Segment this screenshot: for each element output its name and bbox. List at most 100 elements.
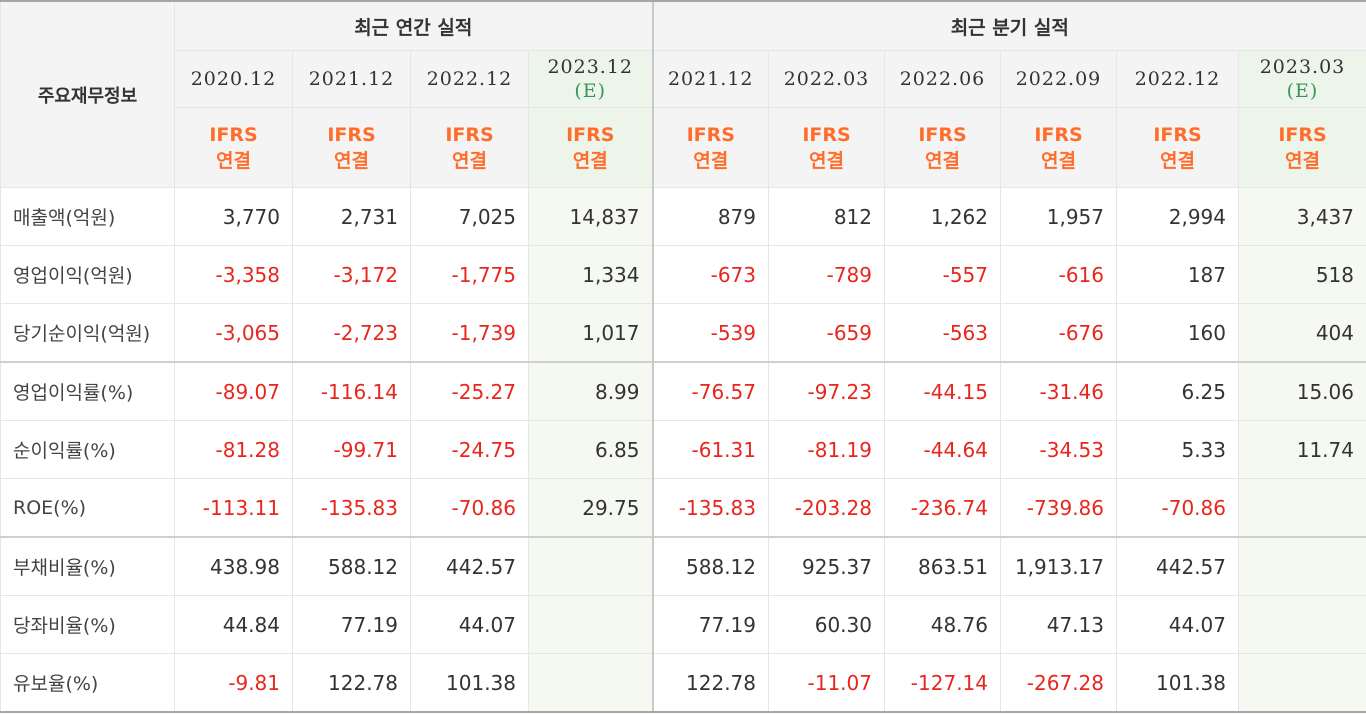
- consolidated-label: 연결: [693, 149, 729, 172]
- table-row: 순이익률(%) -81.28 -99.71 -24.75 6.85 -61.31 -81.1…: [0, 420, 1366, 479]
- value-cell: 101.38: [1116, 653, 1239, 713]
- period-date: 2022.12: [1134, 68, 1221, 90]
- value-cell: 588.12: [292, 536, 411, 596]
- value-cell: -563: [884, 303, 1001, 363]
- value-cell: 1,957: [1000, 187, 1117, 246]
- consolidated-label: 연결: [809, 149, 844, 172]
- value-cell: 3,770: [174, 187, 293, 246]
- value-cell: -113.11: [174, 478, 293, 538]
- value-cell: -81.28: [174, 420, 293, 479]
- consolidated-label: 연결: [452, 149, 487, 172]
- consolidated-label: 연결: [216, 149, 251, 172]
- ifrs-consolidated-label: IFRS 연결: [1000, 107, 1117, 188]
- ifrs-consolidated-label: IFRS 연결: [292, 107, 411, 188]
- value-cell: 7,025: [410, 187, 529, 246]
- value-cell: 438.98: [174, 536, 293, 596]
- table-row: 영업이익(억원) -3,358 -3,172 -1,775 1,334 -673 -789-…: [0, 245, 1366, 304]
- period-header: 2023.12 (E): [528, 50, 653, 108]
- value-cell: 518: [1238, 245, 1366, 304]
- period-header: 2021.12: [292, 50, 411, 108]
- value-cell: 48.76: [884, 595, 1001, 654]
- period-header: 2021.12: [651, 50, 769, 108]
- period-header: 2022.03: [768, 50, 885, 108]
- value-cell: [1238, 653, 1366, 713]
- value-cell: 15.06: [1238, 361, 1366, 421]
- value-cell: -61.31: [651, 420, 769, 479]
- period-date: 2022.09: [1015, 68, 1102, 90]
- value-cell: 1,017: [528, 303, 653, 363]
- value-cell: 5.33: [1116, 420, 1239, 479]
- ifrs-consolidated-label: IFRS 연결: [768, 107, 885, 188]
- value-cell: -557: [884, 245, 1001, 304]
- value-cell: -267.28: [1000, 653, 1117, 713]
- table-row: ROE(%) -113.11 -135.83 -70.86 29.75 -135.83 -2…: [0, 478, 1366, 538]
- value-cell: 1,262: [884, 187, 1001, 246]
- value-cell: -97.23: [768, 361, 885, 421]
- value-cell: -76.57: [651, 361, 769, 421]
- value-cell: 122.78: [651, 653, 769, 713]
- annual-group-header: 최근 연간 실적: [174, 0, 653, 51]
- value-cell: 2,994: [1116, 187, 1239, 246]
- value-cell: -70.86: [410, 478, 529, 538]
- ifrs-label: IFRS: [445, 123, 494, 146]
- period-date: 2021.12: [667, 68, 754, 90]
- row-label: 당좌비율(%): [0, 595, 175, 654]
- ifrs-consolidated-label: IFRS 연결: [528, 107, 653, 188]
- ifrs-label: IFRS: [327, 123, 376, 146]
- value-cell: 442.57: [1116, 536, 1239, 596]
- value-cell: -81.19: [768, 420, 885, 479]
- value-cell: 44.07: [410, 595, 529, 654]
- value-cell: 6.25: [1116, 361, 1239, 421]
- value-cell: 160: [1116, 303, 1239, 363]
- period-date: 2022.12: [426, 68, 513, 90]
- value-cell: -3,358: [174, 245, 293, 304]
- value-cell: 77.19: [651, 595, 769, 654]
- table-row: 매출액(억원) 3,770 2,731 7,025 14,837 879 812 1,262 1…: [0, 187, 1366, 246]
- value-cell: -9.81: [174, 653, 293, 713]
- period-header: 2022.12: [410, 50, 529, 108]
- table-row: 부채비율(%) 438.98 588.12 442.57 588.12 925.37 863…: [0, 536, 1366, 596]
- value-cell: -539: [651, 303, 769, 363]
- ifrs-label: IFRS: [209, 123, 258, 146]
- period-date: 2023.12: [547, 56, 634, 78]
- value-cell: 77.19: [292, 595, 411, 654]
- value-cell: 47.13: [1000, 595, 1117, 654]
- period-header: 2020.12: [174, 50, 293, 108]
- row-label: 순이익률(%): [0, 420, 175, 479]
- consolidated-label: 연결: [1285, 149, 1320, 172]
- value-cell: -739.86: [1000, 478, 1117, 538]
- period-date: 2022.06: [899, 68, 986, 90]
- ifrs-consolidated-label: IFRS 연결: [174, 107, 293, 188]
- table-row: 당기순이익(억원) -3,065 -2,723 -1,739 1,017 -539 -659…: [0, 303, 1366, 363]
- row-label: 매출액(억원): [0, 187, 175, 246]
- estimate-marker: (E): [574, 80, 607, 102]
- value-cell: -25.27: [410, 361, 529, 421]
- value-cell: -203.28: [768, 478, 885, 538]
- value-cell: 588.12: [651, 536, 769, 596]
- value-cell: -89.07: [174, 361, 293, 421]
- value-cell: 812: [768, 187, 885, 246]
- value-cell: 8.99: [528, 361, 653, 421]
- value-cell: 879: [651, 187, 769, 246]
- corner-label: 주요재무정보: [0, 0, 175, 188]
- value-cell: 1,913.17: [1000, 536, 1117, 596]
- period-header: 2022.12: [1116, 50, 1239, 108]
- value-cell: -1,775: [410, 245, 529, 304]
- ifrs-label: IFRS: [1034, 123, 1083, 146]
- value-cell: 44.07: [1116, 595, 1239, 654]
- row-label: 당기순이익(억원): [0, 303, 175, 363]
- table-row: 유보율(%) -9.81 122.78 101.38 122.78 -11.07 -127.…: [0, 653, 1366, 713]
- value-cell: -135.83: [292, 478, 411, 538]
- quarter-group-header: 최근 분기 실적: [651, 0, 1366, 51]
- consolidated-label: 연결: [1041, 149, 1076, 172]
- value-cell: 6.85: [528, 420, 653, 479]
- row-label: 유보율(%): [0, 653, 175, 713]
- value-cell: -616: [1000, 245, 1117, 304]
- period-header: 2022.09: [1000, 50, 1117, 108]
- value-cell: -789: [768, 245, 885, 304]
- ifrs-label: IFRS: [918, 123, 967, 146]
- period-date: 2021.12: [308, 68, 395, 90]
- estimate-marker: (E): [1286, 80, 1319, 102]
- value-cell: -31.46: [1000, 361, 1117, 421]
